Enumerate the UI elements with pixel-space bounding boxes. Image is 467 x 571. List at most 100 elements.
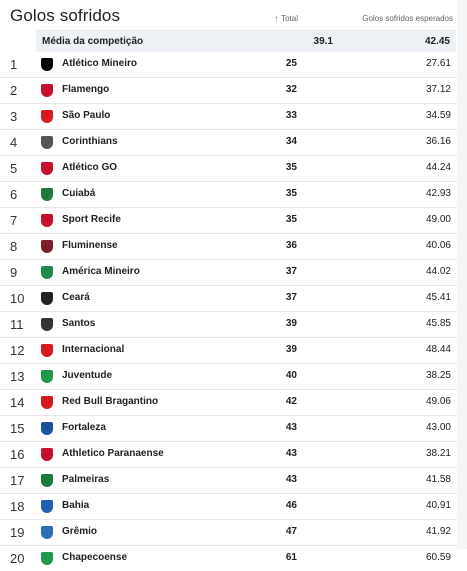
table-row[interactable]: 19 Grêmio 47 41.92 <box>0 520 467 546</box>
team-name[interactable]: Palmeiras <box>62 474 110 485</box>
expected-goals-conceded: 38.21 <box>425 448 451 459</box>
team-name[interactable]: Cuiabá <box>62 188 96 199</box>
team-name[interactable]: Fluminense <box>62 240 118 251</box>
team-crest-icon <box>41 240 53 253</box>
rank-number: 5 <box>10 161 18 176</box>
team-crest-icon <box>41 448 53 461</box>
expected-goals-conceded: 34.59 <box>425 110 451 121</box>
table-row[interactable]: 4 Corinthians 34 36.16 <box>0 130 467 156</box>
rank-number: 6 <box>10 187 18 202</box>
team-name[interactable]: Athletico Paranaense <box>62 448 164 459</box>
team-crest-icon <box>41 474 53 487</box>
team-name[interactable]: América Mineiro <box>62 266 140 277</box>
column-header-expected[interactable]: Golos sofridos esperados <box>362 14 453 23</box>
table-row[interactable]: 17 Palmeiras 43 41.58 <box>0 468 467 494</box>
team-crest-icon <box>41 526 53 539</box>
expected-goals-conceded: 36.16 <box>425 136 451 147</box>
expected-goals-conceded: 48.44 <box>425 344 451 355</box>
team-name[interactable]: Red Bull Bragantino <box>62 396 159 407</box>
goals-conceded-total: 35 <box>285 188 297 199</box>
expected-goals-conceded: 45.41 <box>425 292 451 303</box>
team-name[interactable]: Atlético Mineiro <box>62 58 138 69</box>
rank-number: 8 <box>10 239 18 254</box>
table-row[interactable]: 3 São Paulo 33 34.59 <box>0 104 467 130</box>
column-header-total[interactable]: ↑ Total <box>274 14 298 23</box>
expected-goals-conceded: 44.02 <box>425 266 451 277</box>
team-name[interactable]: Juventude <box>62 370 113 381</box>
team-name[interactable]: Santos <box>62 318 96 329</box>
goals-conceded-total: 37 <box>285 266 297 277</box>
team-name[interactable]: Bahia <box>62 500 90 511</box>
table-row[interactable]: 13 Juventude 40 38.25 <box>0 364 467 390</box>
goals-conceded-total: 35 <box>285 214 297 225</box>
rank-number: 17 <box>10 473 25 488</box>
table-row[interactable]: 7 Sport Recife 35 49.00 <box>0 208 467 234</box>
table-row[interactable]: 9 América Mineiro 37 44.02 <box>0 260 467 286</box>
goals-conceded-total: 43 <box>285 474 297 485</box>
expected-goals-conceded: 45.85 <box>425 318 451 329</box>
rank-number: 9 <box>10 265 18 280</box>
goals-conceded-total: 47 <box>285 526 297 537</box>
team-crest-icon <box>41 214 53 227</box>
table-row[interactable]: 12 Internacional 39 48.44 <box>0 338 467 364</box>
goals-conceded-total: 33 <box>285 110 297 121</box>
team-name[interactable]: Chapecoense <box>62 552 128 563</box>
average-label: Média da competição <box>42 36 144 47</box>
table-row[interactable]: 20 Chapecoense 61 60.59 <box>0 546 467 571</box>
team-crest-icon <box>41 136 53 149</box>
rank-number: 13 <box>10 369 25 384</box>
table-row[interactable]: 15 Fortaleza 43 43.00 <box>0 416 467 442</box>
expected-goals-conceded: 43.00 <box>425 422 451 433</box>
team-name[interactable]: Corinthians <box>62 136 118 147</box>
rank-number: 3 <box>10 109 18 124</box>
table-row[interactable]: 18 Bahia 46 40.91 <box>0 494 467 520</box>
goals-conceded-total: 36 <box>285 240 297 251</box>
expected-goals-conceded: 40.91 <box>425 500 451 511</box>
team-crest-icon <box>41 266 53 279</box>
column-header-total-label: Total <box>281 14 298 23</box>
rank-number: 10 <box>10 291 25 306</box>
team-crest-icon <box>41 110 53 123</box>
table-row[interactable]: 5 Atlético GO 35 44.24 <box>0 156 467 182</box>
team-name[interactable]: Sport Recife <box>62 214 121 225</box>
table-row[interactable]: 10 Ceará 37 45.41 <box>0 286 467 312</box>
rank-number: 4 <box>10 135 18 150</box>
team-crest-icon <box>41 344 53 357</box>
team-name[interactable]: Flamengo <box>62 84 110 95</box>
team-crest-icon <box>41 188 53 201</box>
competition-average-row: Média da competição 39.1 42.45 <box>36 30 456 54</box>
table-header: Golos sofridos ↑ Total Golos sofridos es… <box>0 0 467 30</box>
rank-number: 12 <box>10 343 25 358</box>
team-crest-icon <box>41 162 53 175</box>
expected-goals-conceded: 38.25 <box>425 370 451 381</box>
team-name[interactable]: Internacional <box>62 344 125 355</box>
table-row[interactable]: 11 Santos 39 45.85 <box>0 312 467 338</box>
team-crest-icon <box>41 552 53 565</box>
goals-conceded-total: 46 <box>285 500 297 511</box>
team-name[interactable]: Atlético GO <box>62 162 118 173</box>
goals-conceded-total: 39 <box>285 344 297 355</box>
average-total: 39.1 <box>313 36 333 47</box>
table-row[interactable]: 14 Red Bull Bragantino 42 49.06 <box>0 390 467 416</box>
table-row[interactable]: 2 Flamengo 32 37.12 <box>0 78 467 104</box>
table-row[interactable]: 1 Atlético Mineiro 25 27.61 <box>0 52 467 78</box>
right-edge <box>457 0 467 549</box>
goals-conceded-total: 43 <box>285 422 297 433</box>
goals-conceded-total: 37 <box>285 292 297 303</box>
team-name[interactable]: Grêmio <box>62 526 98 537</box>
team-name[interactable]: São Paulo <box>62 110 111 121</box>
expected-goals-conceded: 42.93 <box>425 188 451 199</box>
goals-conceded-total: 35 <box>285 162 297 173</box>
expected-goals-conceded: 49.06 <box>425 396 451 407</box>
team-name[interactable]: Ceará <box>62 292 90 303</box>
goals-conceded-total: 34 <box>285 136 297 147</box>
goals-conceded-total: 32 <box>285 84 297 95</box>
team-crest-icon <box>41 422 53 435</box>
team-name[interactable]: Fortaleza <box>62 422 106 433</box>
table-row[interactable]: 6 Cuiabá 35 42.93 <box>0 182 467 208</box>
team-crest-icon <box>41 396 53 409</box>
rank-number: 18 <box>10 499 25 514</box>
table-row[interactable]: 8 Fluminense 36 40.06 <box>0 234 467 260</box>
table-row[interactable]: 16 Athletico Paranaense 43 38.21 <box>0 442 467 468</box>
expected-goals-conceded: 41.58 <box>425 474 451 485</box>
